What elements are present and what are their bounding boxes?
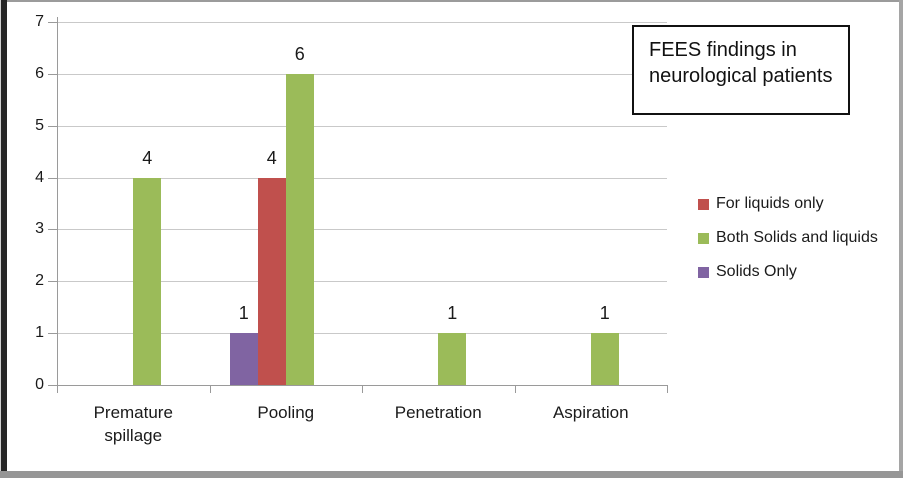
y-tick-1	[48, 333, 57, 335]
x-tick-4	[667, 385, 668, 393]
y-tick-3	[48, 229, 57, 231]
bar-value-label: 4	[142, 147, 153, 168]
gridline-y2	[57, 281, 667, 283]
y-tick-7	[48, 22, 57, 23]
x-category-label-2: Penetration	[394, 403, 482, 422]
frame-left-edge	[1, 0, 7, 478]
legend-swatch-icon	[698, 232, 709, 244]
x-tick-0	[57, 385, 58, 393]
y-tick-label-3: 3	[35, 220, 44, 238]
y-tick-4	[48, 177, 57, 179]
y-tick-label-1: 1	[35, 324, 44, 342]
chart-title-line-1: FEES findings in	[649, 39, 797, 61]
gridline-y5	[57, 125, 667, 127]
x-category-label-1: Pooling	[257, 403, 315, 422]
bar-value-label: 1	[447, 303, 458, 324]
y-tick-label-6: 6	[35, 64, 44, 82]
bar-for-liquids-only-1	[257, 177, 286, 385]
legend-label: For liquids only	[716, 195, 824, 212]
bar-value-label: 6	[294, 43, 305, 64]
legend-item-for-liquids-only: For liquids only	[698, 195, 878, 213]
y-axis-line	[57, 17, 58, 393]
legend-item-both-solids-and-liquids: Both Solids and liquids	[698, 229, 878, 247]
x-tick-1	[209, 385, 211, 393]
y-tick-2	[48, 281, 57, 283]
x-tick-3	[514, 385, 516, 393]
bar-solids-only-1	[229, 333, 258, 385]
y-tick-label-2: 2	[35, 272, 44, 290]
y-tick-0	[48, 385, 57, 386]
bar-value-label: 1	[599, 303, 610, 324]
y-tick-label-4: 4	[35, 168, 44, 186]
bar-value-label: 4	[266, 147, 277, 168]
x-category-label-0: Premature spillage	[93, 403, 173, 445]
gridline-y4	[57, 177, 667, 179]
legend-swatch-icon	[698, 198, 709, 210]
bar-both-solids-and-liquids-1	[285, 73, 314, 385]
x-category-label-3: Aspiration	[552, 403, 629, 422]
y-tick-6	[48, 73, 57, 75]
gridline-y1	[57, 333, 667, 335]
gridline-y3	[57, 229, 667, 231]
legend: For liquids only Both Solids and liquids S…	[698, 195, 878, 297]
frame-top-edge	[0, 0, 903, 2]
legend-swatch-icon	[698, 266, 709, 278]
chart-title-box: FEES findings in neurological patients	[632, 25, 850, 115]
y-tick-5	[48, 125, 57, 127]
legend-label: Solids Only	[716, 263, 797, 280]
frame-right-edge	[899, 0, 903, 478]
legend-item-solids-only: Solids Only	[698, 263, 878, 281]
gridline-y7	[57, 22, 667, 23]
bar-both-solids-and-liquids-0	[133, 177, 162, 385]
y-tick-label-0: 0	[35, 376, 44, 393]
x-tick-2	[362, 385, 363, 393]
frame-bottom-edge	[0, 471, 903, 478]
y-tick-label-5: 5	[35, 116, 44, 134]
frame-left-outer-edge	[0, 0, 1, 478]
y-tick-label-7: 7	[35, 13, 44, 30]
bar-both-solids-and-liquids-2	[438, 333, 467, 385]
legend-label: Both Solids and liquids	[716, 229, 878, 246]
gridline-y6	[57, 73, 667, 75]
bar-both-solids-and-liquids-3	[590, 333, 619, 385]
chart-title-line-2: neurological patients	[649, 64, 833, 87]
bar-value-label: 1	[238, 303, 249, 324]
